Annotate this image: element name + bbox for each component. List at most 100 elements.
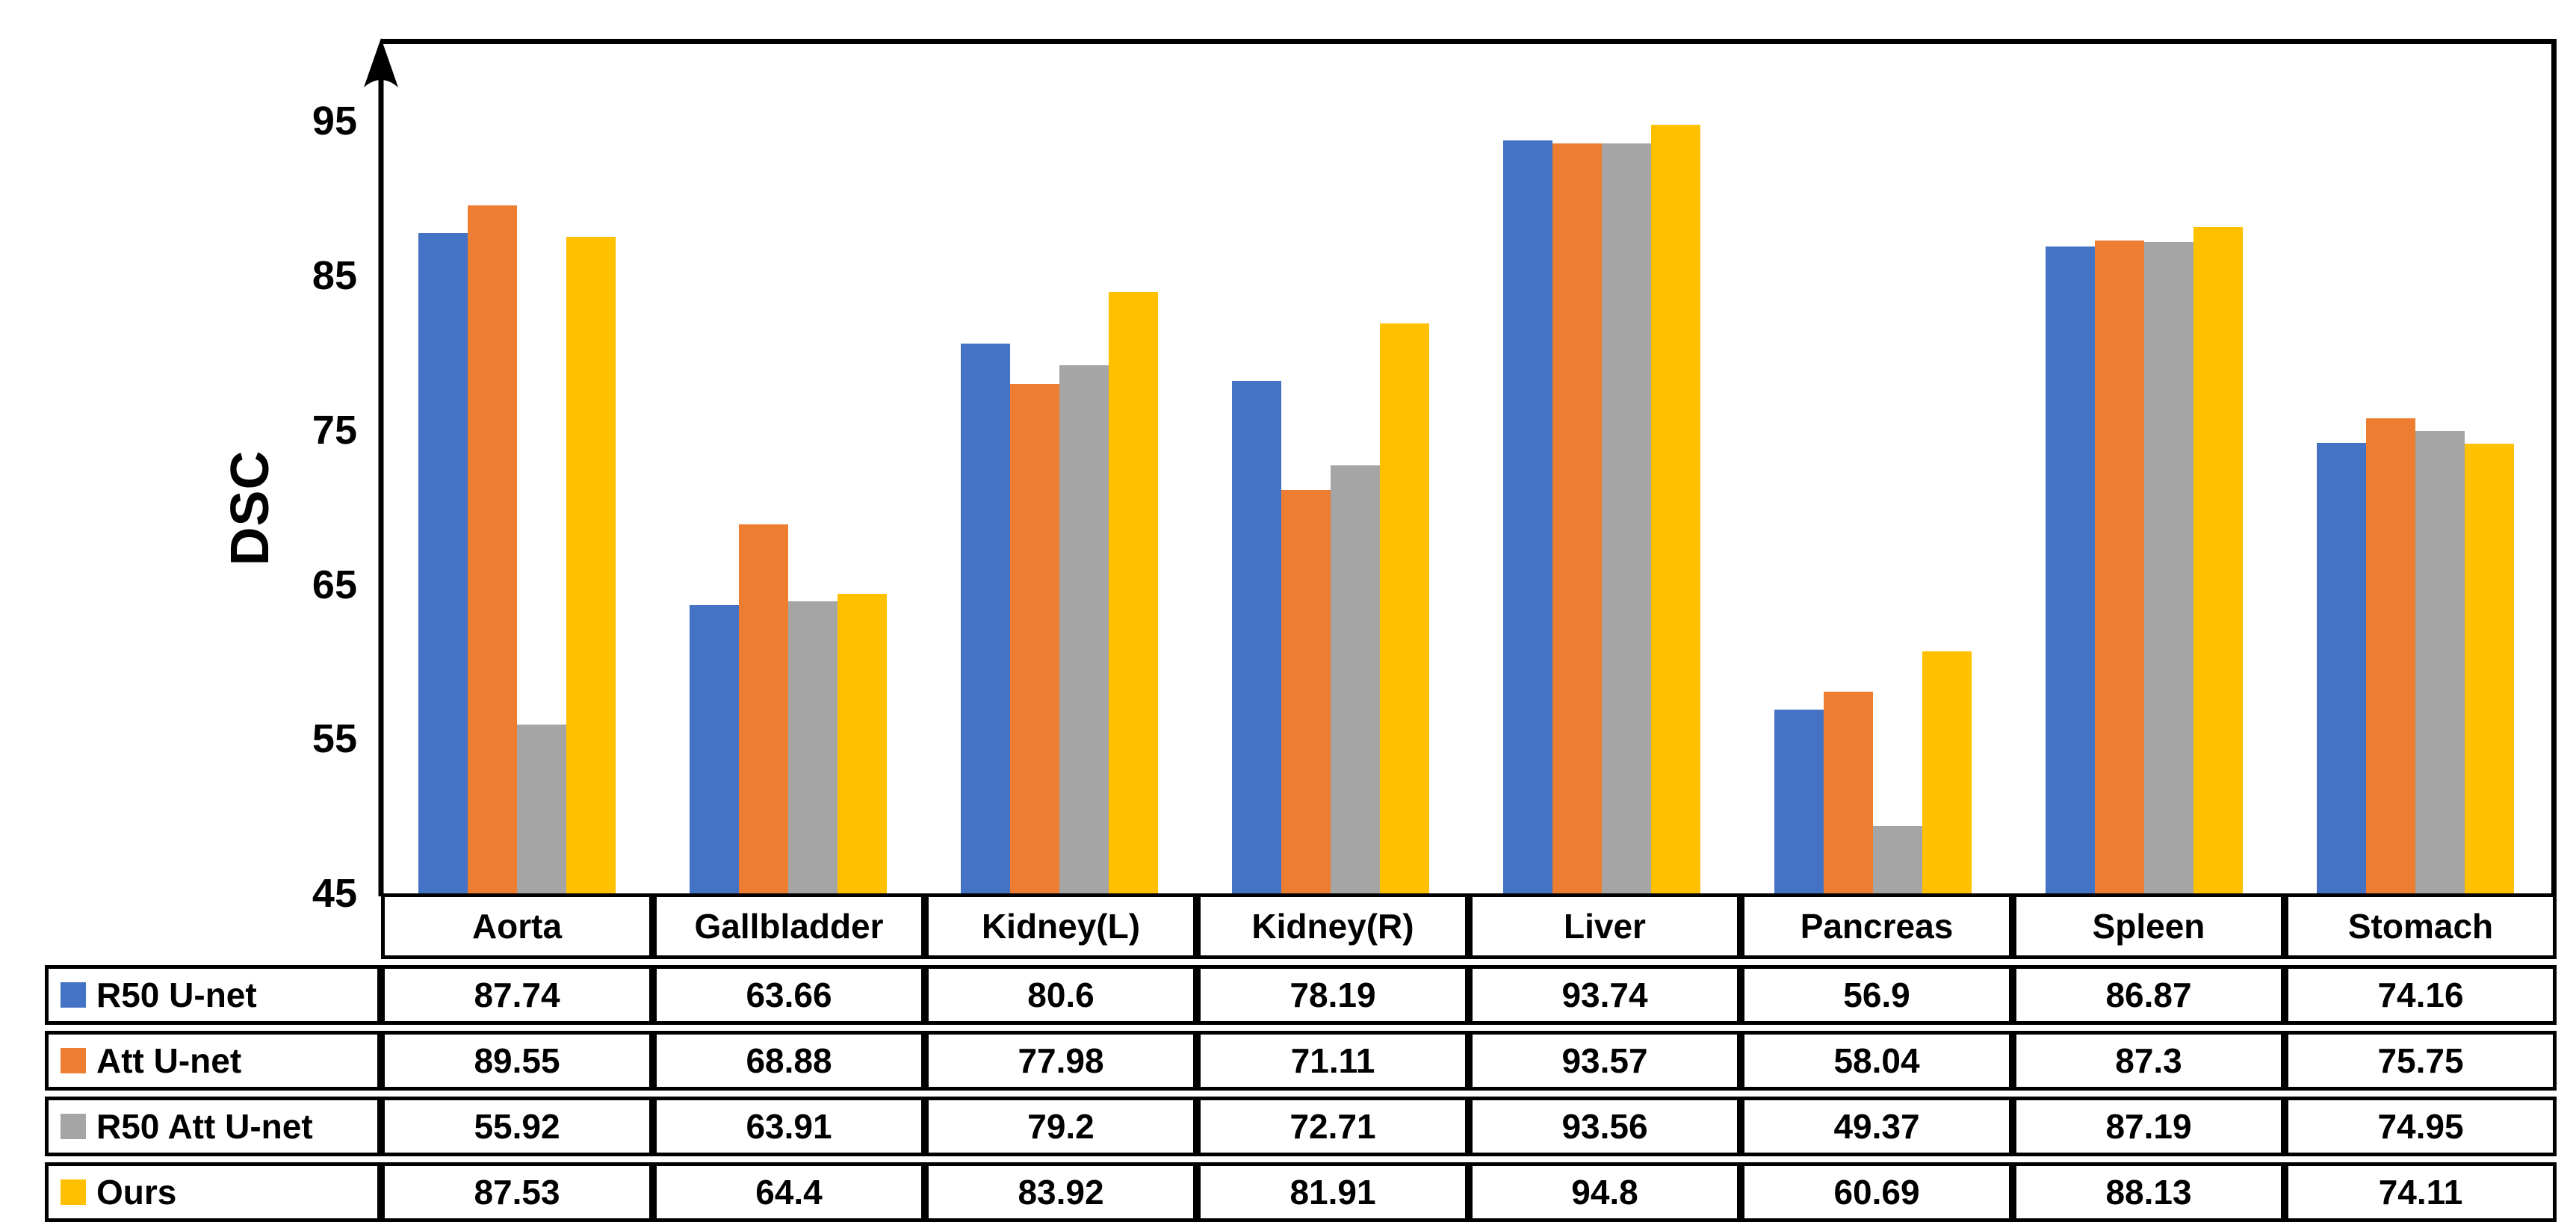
- table-value-cell: 93.56: [1469, 1097, 1741, 1156]
- bar: [738, 524, 788, 893]
- bar: [1873, 825, 1923, 893]
- y-tick-label: 45: [312, 871, 357, 916]
- table-row: Ours 87.53 64.4 83.92 81.91 94.8 60.69 88.13 74.…: [45, 1162, 2557, 1222]
- bar: [2465, 444, 2515, 893]
- table-value-cell: 83.92: [925, 1162, 1197, 1222]
- table-header-cell: Kidney(L): [925, 893, 1197, 959]
- table-value-cell: 55.92: [381, 1097, 653, 1156]
- table-header-cell: Pancreas: [1741, 893, 2013, 959]
- bar: [2095, 240, 2145, 893]
- table-value-cell: 74.11: [2285, 1162, 2557, 1222]
- table-value-cell: 93.74: [1469, 965, 1741, 1025]
- bar-group-liver: [1467, 44, 1738, 893]
- table-value-cell: 63.91: [653, 1097, 925, 1156]
- table-value-cell: 79.2: [925, 1097, 1197, 1156]
- y-axis-title: DSC: [220, 450, 280, 566]
- legend-series-name: Att U-net: [96, 1041, 242, 1080]
- legend-swatch-icon: [61, 1114, 86, 1139]
- table-value-cell: 87.3: [2013, 1031, 2285, 1091]
- table-value-cell: 77.98: [925, 1031, 1197, 1091]
- legend-swatch-icon: [61, 982, 86, 1008]
- bar: [1108, 292, 1158, 893]
- bar: [1231, 380, 1281, 893]
- table-value-cell: 58.04: [1741, 1031, 2013, 1091]
- table-value-cell: 49.37: [1741, 1097, 2013, 1156]
- bar: [1774, 710, 1824, 893]
- bar: [1922, 651, 1972, 893]
- y-axis-arrow-icon: [364, 38, 398, 87]
- table-header-row: Aorta Gallbladder Kidney(L) Kidney(R) Liver P…: [381, 893, 2557, 959]
- table-header-cell: Gallbladder: [653, 893, 925, 959]
- bar: [566, 236, 616, 893]
- bar-group-gallbladder: [652, 44, 923, 893]
- bar: [2317, 443, 2367, 893]
- bar: [1281, 490, 1331, 893]
- table-row: R50 U-net 87.74 63.66 80.6 78.19 93.74 56.9 86.…: [45, 965, 2557, 1025]
- table-value-cell: 87.74: [381, 965, 653, 1025]
- table-value-cell: 60.69: [1741, 1162, 2013, 1222]
- y-axis: [364, 38, 398, 896]
- bar: [1602, 143, 1652, 893]
- bar: [2366, 418, 2416, 893]
- table-value-cell: 71.11: [1197, 1031, 1469, 1091]
- legend-cell: R50 U-net: [45, 965, 381, 1025]
- legend-cell: R50 Att U-net: [45, 1097, 381, 1156]
- y-tick-label: 65: [312, 562, 357, 607]
- table-header-cell: Stomach: [2285, 893, 2557, 959]
- bar-group-aorta: [381, 44, 652, 893]
- table-value-cell: 87.19: [2013, 1097, 2285, 1156]
- bar: [837, 593, 887, 893]
- bar: [418, 233, 468, 893]
- bar: [960, 344, 1010, 893]
- bars-container: [381, 44, 2551, 893]
- table-value-cell: 72.71: [1197, 1097, 1469, 1156]
- legend-series-name: R50 Att U-net: [96, 1107, 313, 1146]
- data-table: Aorta Gallbladder Kidney(L) Kidney(R) Liver P…: [45, 893, 2557, 1222]
- y-tick-label: 95: [312, 99, 357, 144]
- table-header-cell: Aorta: [381, 893, 653, 959]
- y-tick-label: 85: [312, 253, 357, 299]
- bar-group-stomach: [2280, 44, 2551, 893]
- table-header-cell: Kidney(R): [1197, 893, 1469, 959]
- bar: [1379, 323, 1429, 893]
- bar: [2415, 430, 2465, 893]
- table-value-cell: 68.88: [653, 1031, 925, 1091]
- bar: [2144, 241, 2194, 893]
- bar: [467, 205, 517, 893]
- table-value-cell: 80.6: [925, 965, 1197, 1025]
- bar: [2193, 227, 2244, 893]
- bar-group-kidney-r-: [1195, 44, 1466, 893]
- legend-swatch-icon: [61, 1179, 86, 1205]
- table-value-cell: 78.19: [1197, 965, 1469, 1025]
- legend-series-name: R50 U-net: [96, 976, 257, 1014]
- table-row: Att U-net 89.55 68.88 77.98 71.11 93.57 58.04 8…: [45, 1031, 2557, 1091]
- bar-group-kidney-l-: [923, 44, 1195, 893]
- table-value-cell: 88.13: [2013, 1162, 2285, 1222]
- table-value-cell: 93.57: [1469, 1031, 1741, 1091]
- table-value-cell: 75.75: [2285, 1031, 2557, 1091]
- bar: [1503, 140, 1553, 893]
- table-header-cell: Liver: [1469, 893, 1741, 959]
- bar: [689, 605, 739, 893]
- table-value-cell: 64.4: [653, 1162, 925, 1222]
- bar: [787, 601, 837, 893]
- table-value-cell: 56.9: [1741, 965, 2013, 1025]
- bar-group-pancreas: [1738, 44, 2009, 893]
- plot-area: [381, 39, 2557, 893]
- bar: [1009, 384, 1059, 893]
- bar: [516, 725, 566, 893]
- legend-swatch-icon: [61, 1048, 86, 1073]
- table-value-cell: 94.8: [1469, 1162, 1741, 1222]
- table-value-cell: 74.95: [2285, 1097, 2557, 1156]
- bar: [1059, 365, 1109, 893]
- table-value-cell: 63.66: [653, 965, 925, 1025]
- table-row: R50 Att U-net 55.92 63.91 79.2 72.71 93.56 49.…: [45, 1097, 2557, 1156]
- table-value-cell: 74.16: [2285, 965, 2557, 1025]
- bar: [1824, 692, 1874, 893]
- y-tick-label: 75: [312, 407, 357, 453]
- table-value-cell: 89.55: [381, 1031, 653, 1091]
- legend-cell: Att U-net: [45, 1031, 381, 1091]
- bar-group-spleen: [2009, 44, 2280, 893]
- table-value-cell: 87.53: [381, 1162, 653, 1222]
